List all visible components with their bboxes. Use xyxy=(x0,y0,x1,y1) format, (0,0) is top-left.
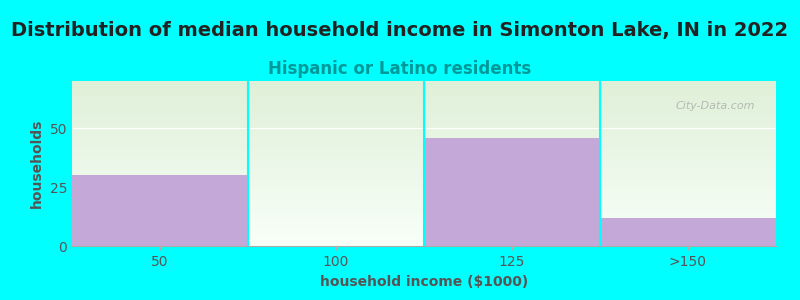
Text: Distribution of median household income in Simonton Lake, IN in 2022: Distribution of median household income … xyxy=(11,21,789,40)
Text: Hispanic or Latino residents: Hispanic or Latino residents xyxy=(268,60,532,78)
X-axis label: household income ($1000): household income ($1000) xyxy=(320,274,528,289)
Text: City-Data.com: City-Data.com xyxy=(675,101,755,111)
Y-axis label: households: households xyxy=(30,119,44,208)
Bar xyxy=(424,138,600,246)
Bar xyxy=(600,218,776,246)
Bar xyxy=(72,175,248,246)
